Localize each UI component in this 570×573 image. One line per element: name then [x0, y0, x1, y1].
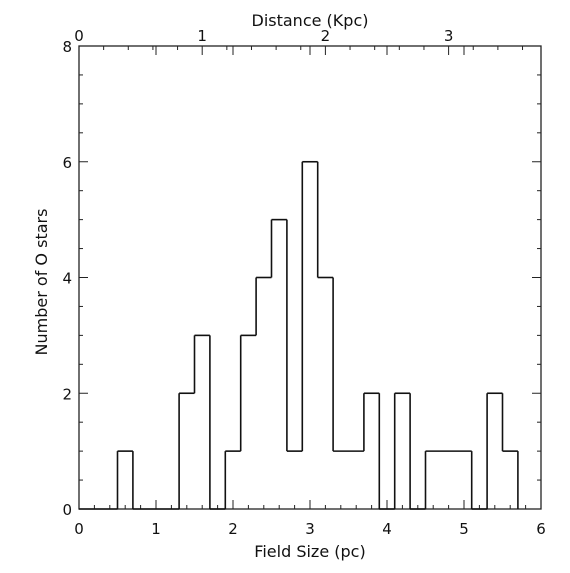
x-tick-label: 1: [151, 520, 161, 538]
top-x-axis-label: Distance (Kpc): [252, 11, 369, 30]
y-tick-label: 2: [62, 385, 72, 403]
top-x-tick-label: 3: [444, 27, 454, 45]
y-tick-label: 8: [62, 38, 72, 56]
y-tick-label: 0: [62, 501, 72, 519]
top-x-tick-label: 1: [197, 27, 207, 45]
y-tick-label: 4: [62, 270, 72, 288]
x-tick-label: 0: [74, 520, 84, 538]
x-tick-label: 3: [305, 520, 315, 538]
x-tick-label: 2: [228, 520, 238, 538]
axis-ticks: [78, 45, 542, 510]
x-tick-label: 6: [536, 520, 546, 538]
top-x-tick-label: 0: [74, 27, 84, 45]
y-tick-label: 6: [62, 154, 72, 172]
tick-labels: 0 1 2 3 4 5 6 0 1 2 3 0 2 4 6 8: [62, 27, 545, 538]
plot-frame: [78, 45, 542, 510]
x-tick-label: 4: [382, 520, 392, 538]
x-axis-label: Field Size (pc): [254, 542, 365, 561]
top-x-tick-label: 2: [321, 27, 331, 45]
x-tick-label: 5: [459, 520, 469, 538]
histogram-steps: [79, 160, 519, 510]
y-axis-label: Number of O stars: [32, 209, 51, 356]
plot-border: [78, 45, 542, 510]
